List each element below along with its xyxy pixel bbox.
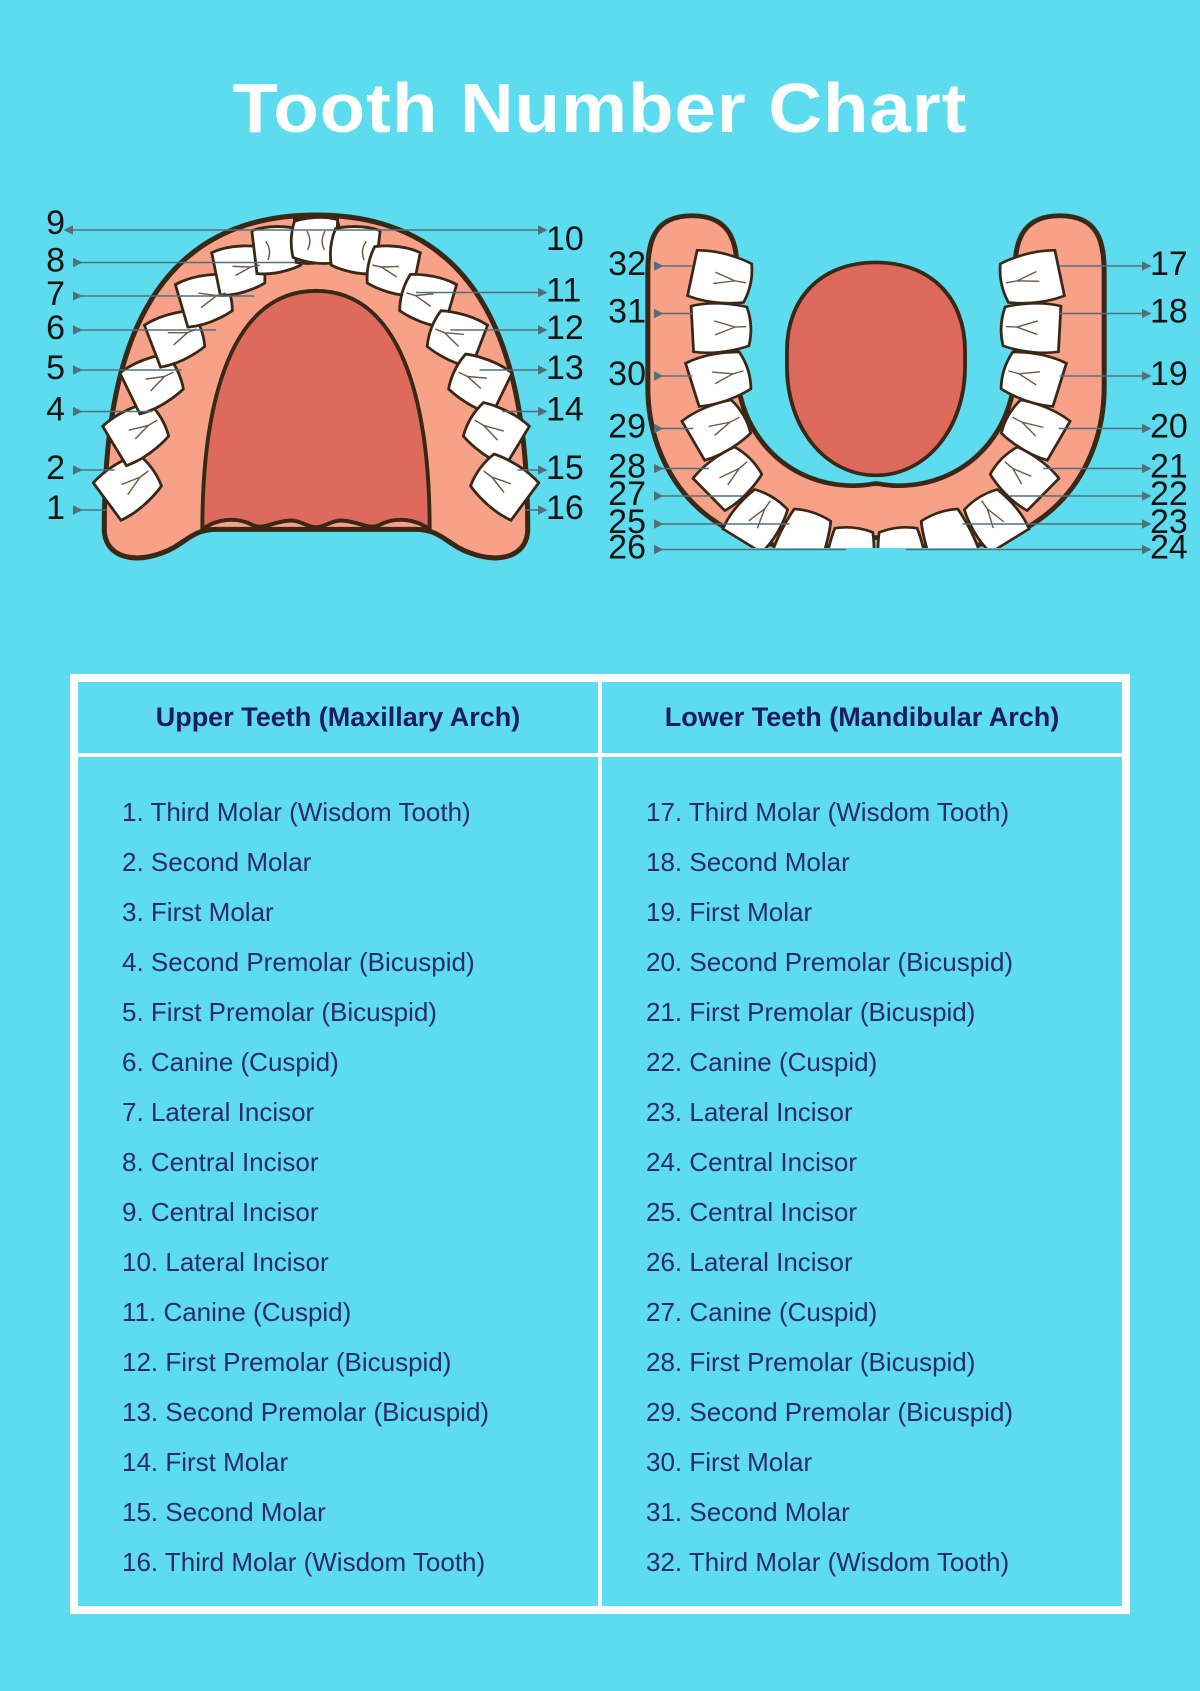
svg-text:16: 16 [546, 489, 584, 527]
svg-text:24: 24 [1150, 528, 1188, 566]
svg-text:8: 8 [46, 241, 65, 279]
svg-text:4: 4 [46, 390, 65, 428]
svg-text:17: 17 [1150, 245, 1188, 283]
svg-text:19: 19 [1150, 355, 1188, 393]
svg-text:32: 32 [608, 245, 646, 283]
svg-text:30: 30 [608, 355, 646, 393]
svg-text:31: 31 [608, 292, 646, 330]
svg-text:9: 9 [46, 204, 65, 242]
svg-text:10: 10 [546, 220, 584, 258]
svg-text:1: 1 [46, 489, 65, 527]
svg-text:2: 2 [46, 449, 65, 487]
svg-text:7: 7 [46, 275, 65, 313]
svg-text:26: 26 [608, 528, 646, 566]
svg-text:6: 6 [46, 309, 65, 347]
svg-text:18: 18 [1150, 292, 1188, 330]
svg-text:13: 13 [546, 349, 584, 387]
svg-text:11: 11 [546, 271, 581, 309]
svg-text:5: 5 [46, 349, 65, 387]
svg-text:29: 29 [608, 407, 646, 445]
svg-text:15: 15 [546, 449, 584, 487]
svg-text:20: 20 [1150, 407, 1188, 445]
svg-text:12: 12 [546, 309, 584, 347]
svg-text:14: 14 [546, 390, 584, 428]
